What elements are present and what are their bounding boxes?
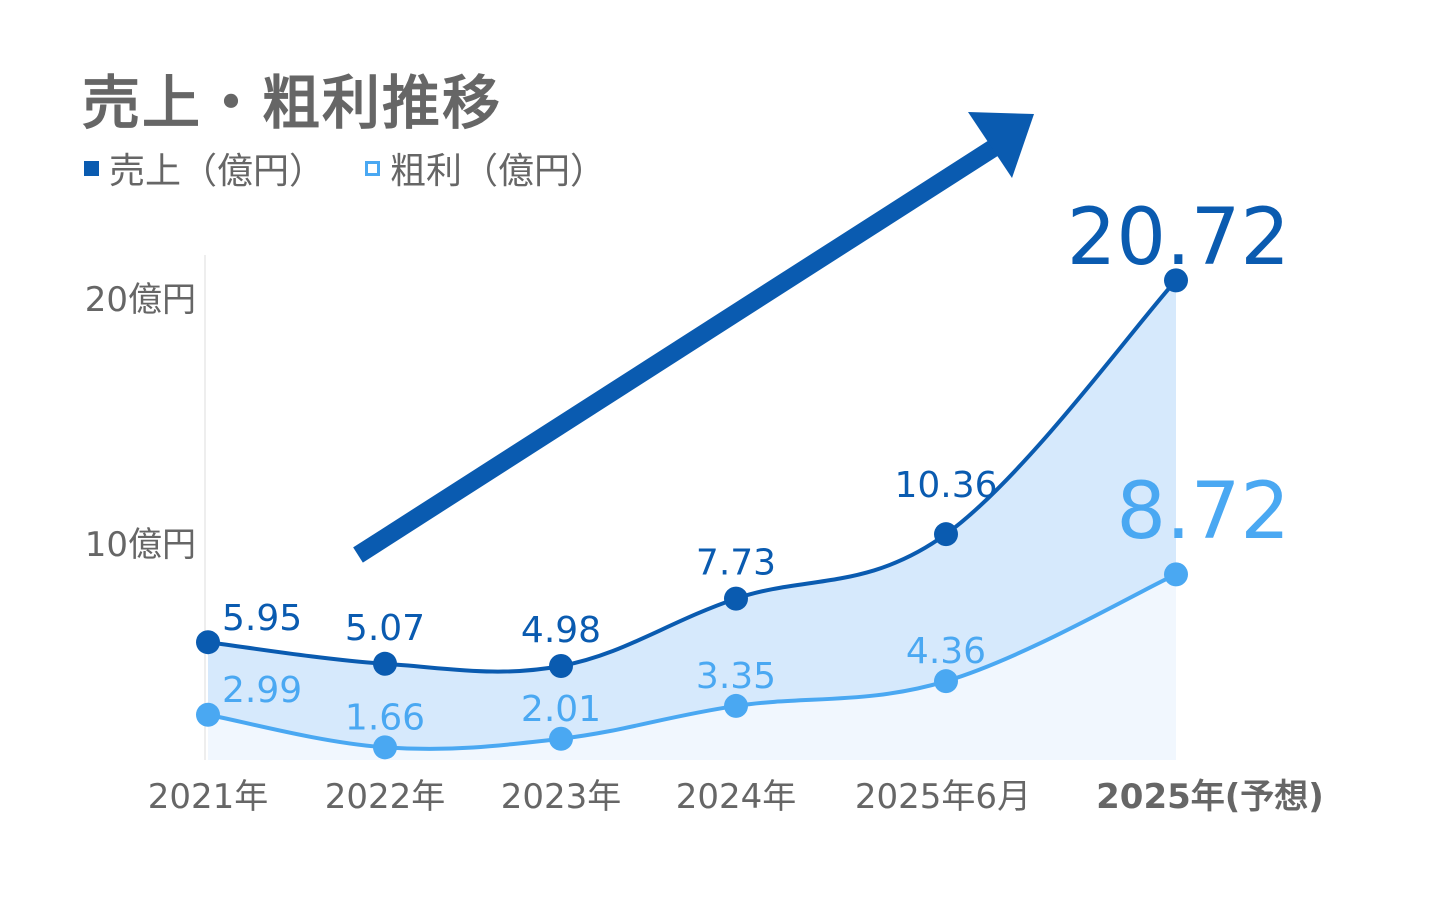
x-tick-label-0: 2021年 — [148, 777, 269, 817]
trend-arrow-shaft — [353, 139, 1000, 563]
sales-point-5 — [1164, 268, 1188, 293]
profit-label-2: 2.01 — [521, 689, 601, 730]
profit-point-2 — [549, 726, 573, 751]
profit-label-0: 2.99 — [222, 670, 302, 711]
legend-swatch-sales — [84, 160, 99, 176]
profit-point-0 — [196, 702, 220, 727]
legend-label-sales: 売上（億円） — [109, 151, 326, 192]
sales-label-1: 5.07 — [345, 608, 425, 649]
legend-swatch-profit — [365, 160, 381, 176]
profit-label-5: 8.72 — [1116, 467, 1290, 557]
x-tick-label-1: 2022年 — [325, 777, 446, 817]
trend-arrow-icon — [353, 112, 1034, 563]
sales-profit-band — [208, 280, 1176, 749]
y-axis-ticks: 10億円 20億円 — [85, 280, 196, 565]
profit-line — [207, 572, 1177, 751]
profit-point-5 — [1164, 562, 1188, 587]
x-axis-ticks: 2021年 2022年 2023年 2024年 2025年6月 2025年(予想) — [148, 777, 1324, 817]
sales-point-1 — [373, 651, 397, 676]
legend-item-profit: 粗利（億円） — [365, 142, 606, 194]
chart-title: 売上・粗利推移 — [82, 69, 503, 137]
x-tick-label-4: 2025年6月 — [855, 777, 1031, 817]
sales-point-3 — [724, 586, 748, 611]
sales-label-3: 7.73 — [696, 543, 776, 584]
trend-arrow-head — [968, 112, 1034, 178]
x-tick-label-3: 2024年 — [676, 777, 797, 817]
legend-item-sales: 売上（億円） — [84, 142, 325, 194]
sales-point-2 — [549, 653, 573, 678]
profit-point-1 — [373, 735, 397, 760]
chart-points — [196, 268, 1188, 760]
profit-label-4: 4.36 — [906, 631, 986, 672]
sales-label-5: 20.72 — [1067, 193, 1290, 283]
sales-label-2: 4.98 — [521, 610, 601, 651]
profit-point-4 — [934, 669, 958, 694]
sales-label-0: 5.95 — [222, 598, 302, 639]
sales-point-4 — [934, 522, 958, 547]
legend-label-profit: 粗利（億円） — [390, 151, 607, 192]
profit-area — [208, 574, 1176, 760]
chart-data-labels: 5.95 5.07 4.98 7.73 10.36 20.72 2.99 1.66 2.01 3.… — [222, 193, 1290, 738]
sales-label-4: 10.36 — [894, 465, 997, 506]
legend: 売上（億円） 粗利（億円） — [84, 142, 646, 194]
profit-label-3: 3.35 — [696, 656, 776, 697]
x-tick-label-2: 2023年 — [501, 777, 622, 817]
profit-label-1: 1.66 — [345, 697, 425, 738]
y-tick-label-1: 20億円 — [85, 280, 196, 320]
chart-areas — [208, 280, 1176, 760]
y-tick-label-0: 10億円 — [85, 525, 196, 565]
sales-point-0 — [196, 630, 220, 655]
profit-point-3 — [724, 693, 748, 718]
x-tick-label-5: 2025年(予想) — [1096, 777, 1324, 817]
